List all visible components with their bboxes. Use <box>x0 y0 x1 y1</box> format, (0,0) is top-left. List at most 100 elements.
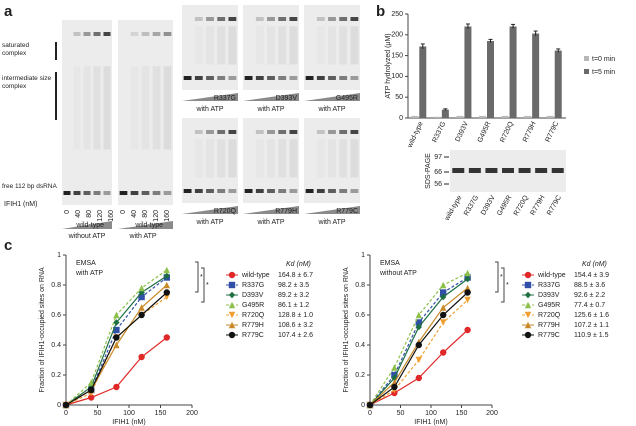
y-tick-label: 1 <box>57 252 61 259</box>
point <box>440 319 447 326</box>
x-tick-label: D393V <box>455 120 471 143</box>
point <box>88 386 95 394</box>
point <box>440 304 447 311</box>
axis-label: ATP hydrolyzed (μM) <box>385 33 392 98</box>
gel-band <box>163 191 172 195</box>
mutant-label: G495R <box>336 95 358 102</box>
point <box>464 269 471 277</box>
gel-band <box>217 130 226 134</box>
gel-band <box>93 32 101 36</box>
gel-band <box>502 168 514 173</box>
label-box: saturated complex <box>2 42 29 57</box>
legend-kd: 164.8 ± 6.7 <box>278 272 313 279</box>
axis-label: IFIH1 (nM) <box>4 201 37 208</box>
gel-band <box>103 191 111 195</box>
point <box>163 266 170 274</box>
legend-label: wild-type <box>537 272 566 279</box>
condition-label: without ATP <box>68 233 106 240</box>
gel-band <box>194 17 203 21</box>
legend-marker <box>524 311 532 319</box>
axis-label: Fraction of IFIH1-occupied sites on RNA <box>39 267 46 393</box>
gel-band <box>339 17 348 21</box>
x-tick-label: 200 <box>486 410 498 417</box>
lane-label: wild-type <box>443 194 463 222</box>
bar <box>532 33 540 118</box>
legend-swatch <box>584 56 589 61</box>
legend-label: R779H <box>242 322 264 329</box>
y-tick-label: 0.4 <box>355 342 365 349</box>
y-tick-label: 150 <box>391 52 403 59</box>
gel-band <box>452 168 465 173</box>
gel-band <box>305 189 314 193</box>
condition-label: with ATP <box>256 219 284 226</box>
point <box>163 289 170 296</box>
gel-smear <box>317 139 325 177</box>
legend-label: D393V <box>242 292 264 299</box>
legend-swatch <box>584 69 589 74</box>
gel-band <box>535 168 548 173</box>
gel-smear <box>339 139 348 178</box>
legend-kd: 86.1 ± 1.2 <box>278 302 309 309</box>
y-tick-label: 0 <box>399 115 403 122</box>
legend-label: R779H <box>538 322 560 329</box>
gel-smear <box>289 26 298 65</box>
bar <box>441 109 449 118</box>
y-tick-label: 0.2 <box>51 372 61 379</box>
gel-band <box>305 76 314 80</box>
gel-band <box>350 17 359 21</box>
label: free 112 bp dsRNA <box>2 183 57 190</box>
gel-smear <box>317 26 325 64</box>
gel-band <box>228 189 237 193</box>
point <box>415 311 422 319</box>
label: intermediate size complex <box>2 75 52 90</box>
point <box>163 272 170 280</box>
wedge-label: wild-type <box>75 222 104 229</box>
gel-band <box>217 76 226 80</box>
chart-subtitle: with ATP <box>75 270 103 277</box>
bracket <box>501 267 505 303</box>
gel-band <box>130 32 139 36</box>
gel-band <box>551 168 564 173</box>
x-tick-label: 200 <box>186 410 198 417</box>
gel-band <box>119 191 128 195</box>
lane-label: 0 <box>64 210 71 214</box>
lane-label: R779C <box>546 194 563 216</box>
gel-band <box>183 76 192 80</box>
legend-label: R779C <box>538 332 560 339</box>
gel-smear <box>195 26 203 64</box>
legend-label: D393V <box>538 292 560 299</box>
gel-band <box>206 189 214 193</box>
gel-band <box>73 191 81 195</box>
gel-band <box>83 191 91 195</box>
point <box>62 401 70 409</box>
bar <box>546 115 554 118</box>
condition-label: with ATP <box>128 233 156 240</box>
legend-kd: 92.6 ± 2.2 <box>574 292 605 299</box>
point <box>138 293 145 301</box>
gel-smear <box>217 26 226 65</box>
gel-smear <box>256 26 264 64</box>
point <box>138 353 145 361</box>
bar <box>501 115 509 118</box>
gel-band <box>316 17 325 21</box>
lane-label: R779H <box>530 194 547 216</box>
gel-band <box>339 76 348 80</box>
x-tick-label: 0 <box>64 410 68 417</box>
line <box>65 277 168 406</box>
x-tick-label: R337G <box>432 121 448 144</box>
legend-marker <box>524 291 532 299</box>
gel-band <box>267 130 275 134</box>
legend-marker <box>228 291 236 299</box>
gel-band <box>468 168 481 173</box>
gel-smear <box>267 26 275 65</box>
gel-band <box>316 130 325 134</box>
wedge <box>62 221 112 229</box>
legend-marker <box>524 331 532 339</box>
point <box>440 289 447 296</box>
point <box>415 323 422 331</box>
point <box>440 293 447 301</box>
gel-band <box>63 191 71 195</box>
legend-title: Kd (nM) <box>582 261 607 268</box>
gel-band <box>255 76 264 80</box>
